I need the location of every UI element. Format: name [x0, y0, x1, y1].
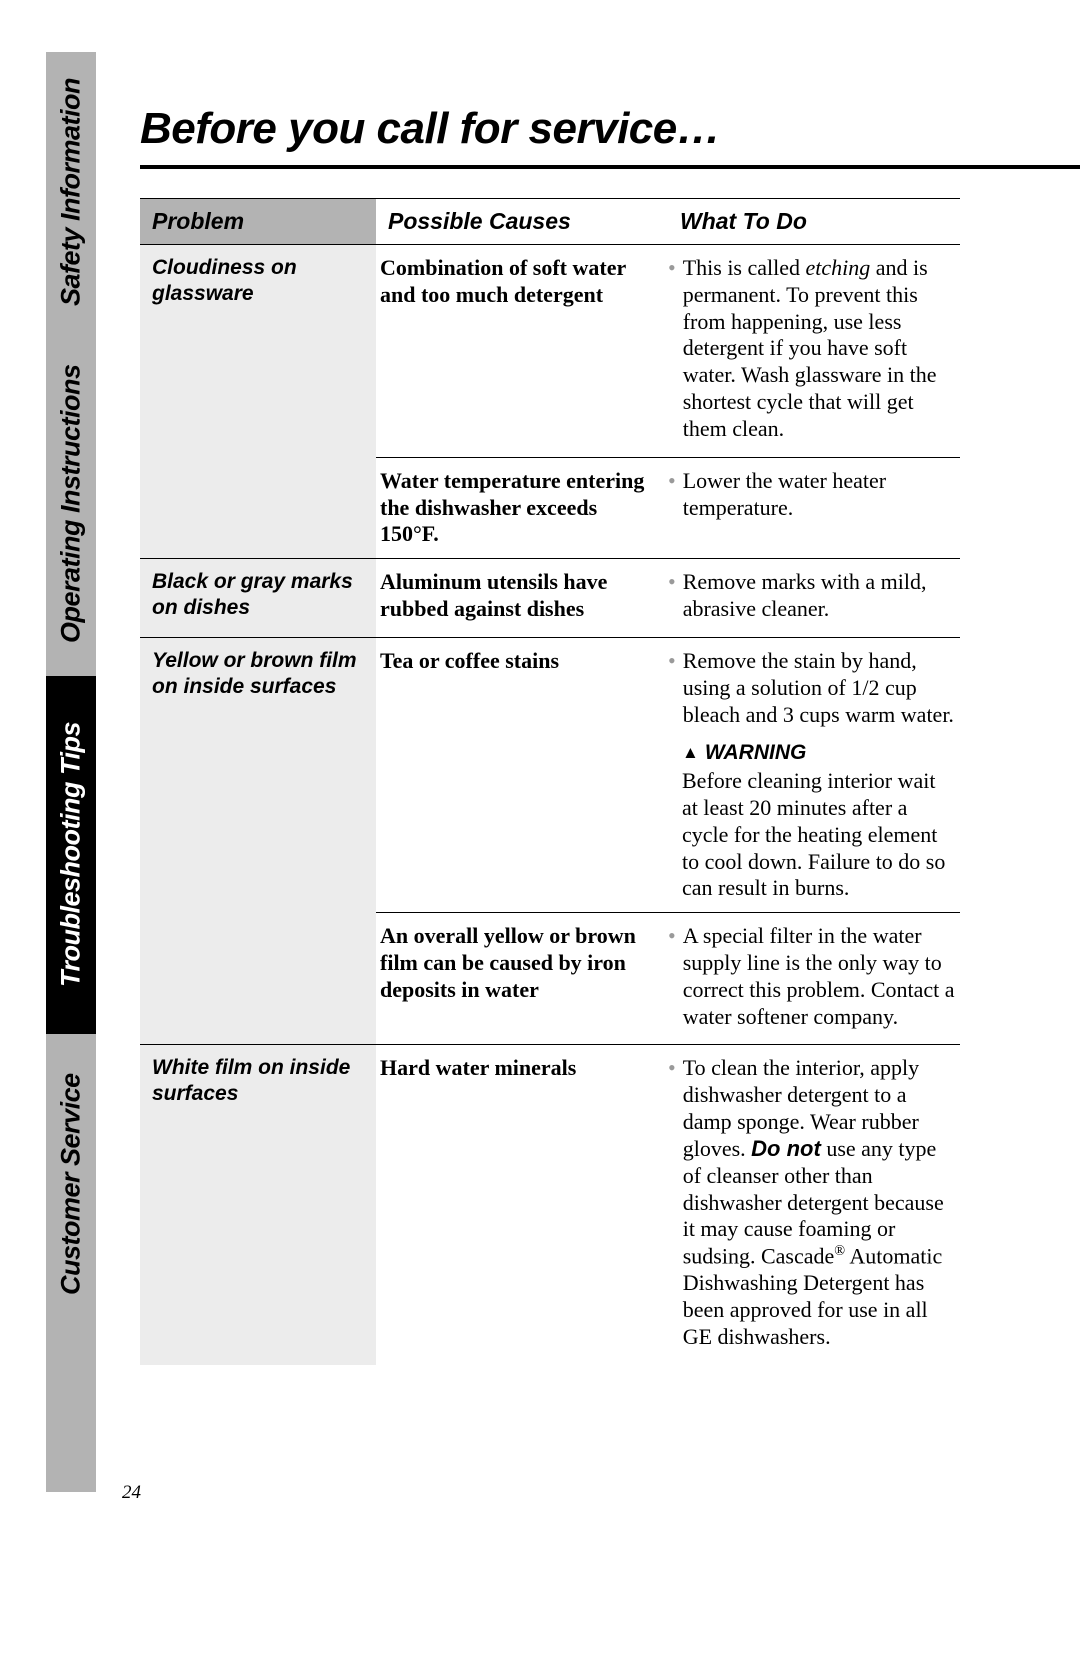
- table-row: White film on inside surfaces Hard water…: [140, 1045, 960, 1364]
- troubleshooting-table: Problem Possible Causes What To Do Cloud…: [140, 198, 960, 1365]
- cause-cell: Water temperature entering the dishwashe…: [376, 458, 668, 558]
- row-substack: Hard water minerals • To clean the inter…: [376, 1045, 960, 1364]
- warning-body: Before cleaning interior wait at least 2…: [668, 768, 956, 902]
- todo-cell: • Remove the stain by hand, using a solu…: [668, 638, 960, 912]
- tab-troubleshooting-tips[interactable]: Troubleshooting Tips: [46, 676, 96, 1034]
- todo-text-suf: and is permanent. To prevent this from h…: [683, 255, 937, 441]
- title-rule: [140, 165, 1080, 169]
- cause-cell: Hard water minerals: [376, 1045, 668, 1364]
- todo-cell: • This is called etching and is permanen…: [668, 245, 960, 457]
- problem-cell: Yellow or brown film on inside surfaces: [140, 638, 376, 1045]
- sidebar-filler: [46, 1334, 96, 1492]
- todo-cell: • To clean the interior, apply dishwashe…: [668, 1045, 960, 1364]
- sub-row: Water temperature entering the dishwashe…: [376, 457, 960, 558]
- page-title: Before you call for service…: [140, 104, 720, 154]
- table-header-row: Problem Possible Causes What To Do: [140, 199, 960, 245]
- table-row: Black or gray marks on dishes Aluminum u…: [140, 559, 960, 638]
- todo-text: Lower the water heater temperature.: [683, 468, 956, 522]
- bullet-icon: •: [668, 468, 683, 522]
- warning-label: WARNING: [705, 740, 807, 766]
- todo-item: • Remove the stain by hand, using a solu…: [668, 648, 956, 728]
- row-substack: Aluminum utensils have rubbed against di…: [376, 559, 960, 637]
- col-header-problem: Problem: [140, 199, 376, 244]
- todo-cell: • Remove marks with a mild, abrasive cle…: [668, 559, 960, 637]
- warning-row: ▲ WARNING: [668, 732, 956, 768]
- problem-cell: Black or gray marks on dishes: [140, 559, 376, 637]
- todo-text-pre: This is called: [683, 255, 806, 280]
- cause-cell: An overall yellow or brown film can be c…: [376, 913, 668, 1044]
- todo-item: • To clean the interior, apply dishwashe…: [668, 1055, 956, 1350]
- todo-cell: • A special filter in the water supply l…: [668, 913, 960, 1044]
- sub-row: Tea or coffee stains • Remove the stain …: [376, 638, 960, 912]
- table-row: Cloudiness on glassware Combination of s…: [140, 245, 960, 559]
- tab-operating-instructions[interactable]: Operating Instructions: [46, 332, 96, 676]
- bullet-icon: •: [668, 569, 683, 623]
- problem-cell: Cloudiness on glassware: [140, 245, 376, 558]
- bullet-icon: •: [668, 648, 683, 728]
- todo-text: Remove the stain by hand, using a soluti…: [683, 648, 956, 728]
- todo-cell: • Lower the water heater temperature.: [668, 458, 960, 558]
- col-header-todo: What To Do: [668, 199, 960, 244]
- col-header-causes: Possible Causes: [376, 199, 668, 244]
- sub-row: Combination of soft water and too much d…: [376, 245, 960, 457]
- problem-cell: White film on inside surfaces: [140, 1045, 376, 1364]
- todo-text-sup: ®: [834, 1243, 845, 1259]
- todo-item: • Remove marks with a mild, abrasive cle…: [668, 569, 956, 623]
- todo-text-em: etching: [806, 255, 871, 280]
- page-number: 24: [122, 1482, 141, 1504]
- sidebar-tabs: Safety Information Operating Instruction…: [46, 52, 96, 1492]
- todo-item: • A special filter in the water supply l…: [668, 923, 956, 1030]
- row-substack: Combination of soft water and too much d…: [376, 245, 960, 558]
- warning-icon: ▲: [682, 743, 705, 764]
- bullet-icon: •: [668, 255, 683, 443]
- todo-item: • This is called etching and is permanen…: [668, 255, 956, 443]
- row-substack: Tea or coffee stains • Remove the stain …: [376, 638, 960, 1045]
- table-row: Yellow or brown film on inside surfaces …: [140, 638, 960, 1046]
- cause-cell: Aluminum utensils have rubbed against di…: [376, 559, 668, 637]
- bullet-icon: •: [668, 1055, 683, 1350]
- todo-text-bold: Do not: [751, 1136, 821, 1161]
- cause-cell: Combination of soft water and too much d…: [376, 245, 668, 457]
- bullet-icon: •: [668, 923, 683, 1030]
- sub-row: An overall yellow or brown film can be c…: [376, 912, 960, 1044]
- tab-safety-information[interactable]: Safety Information: [46, 52, 96, 332]
- sub-row: Aluminum utensils have rubbed against di…: [376, 559, 960, 637]
- cause-cell: Tea or coffee stains: [376, 638, 668, 912]
- todo-item: • Lower the water heater temperature.: [668, 468, 956, 522]
- todo-text: A special filter in the water supply lin…: [683, 923, 956, 1030]
- todo-text: Remove marks with a mild, abrasive clean…: [683, 569, 956, 623]
- sub-row: Hard water minerals • To clean the inter…: [376, 1045, 960, 1364]
- tab-customer-service[interactable]: Customer Service: [46, 1034, 96, 1334]
